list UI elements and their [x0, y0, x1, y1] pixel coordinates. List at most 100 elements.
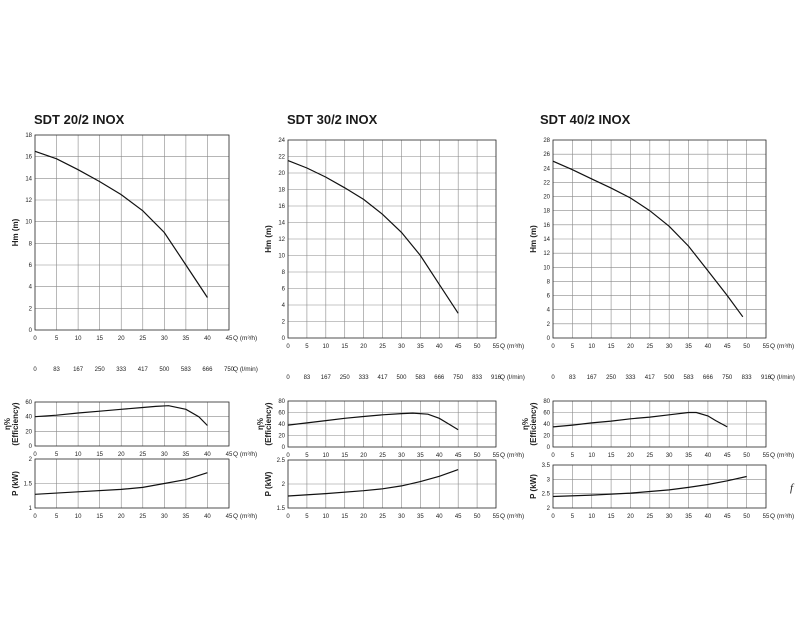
head-curve — [552, 160, 744, 318]
plot-frame — [552, 464, 767, 509]
x-tick-label: 30 — [398, 453, 405, 459]
y-tick-label: 4 — [547, 308, 551, 314]
y-tick-label: 1 — [29, 506, 33, 512]
x-tick-label: 5 — [305, 514, 309, 520]
x2-tick-label: 333 — [625, 375, 636, 381]
x2-tick-label: 500 — [159, 367, 170, 373]
x-tick-label: 5 — [571, 344, 575, 350]
x-tick-label: 50 — [474, 344, 481, 350]
x-tick-label: 5 — [305, 453, 309, 459]
x-tick-label: 35 — [417, 514, 424, 520]
y-tick-label: 24 — [543, 166, 550, 172]
x-tick-label: 0 — [33, 514, 37, 520]
y-tick-label: 22 — [543, 180, 550, 186]
y-tick-label: 0 — [282, 336, 286, 342]
x-tick-label: 55 — [493, 514, 500, 520]
y-tick-label: 2 — [282, 320, 286, 326]
x-tick-label: 25 — [646, 514, 653, 520]
x2-tick-label: 333 — [359, 375, 370, 381]
x-tick-label: 20 — [118, 514, 125, 520]
y-axis-label: P (kW) — [529, 474, 538, 499]
head-panel: 0 2 4 6 8 10 12 14 16 18 0 5 10 15 20 25 30 35 40 45 Q (m³/h… — [11, 133, 258, 373]
x-tick-label: 50 — [743, 453, 750, 459]
x-axis-label: Q (m³/h) — [233, 513, 257, 520]
y-axis-label: P (kW) — [264, 471, 273, 496]
y-tick-label: 18 — [278, 188, 285, 194]
x-tick-label: 5 — [305, 344, 309, 350]
y-axis-label-sub: (Efficiency) — [264, 402, 273, 445]
x2-tick-label: 167 — [73, 367, 84, 373]
y-tick-label: 24 — [278, 138, 285, 144]
x-tick-label: 55 — [763, 514, 770, 520]
x-tick-label: 15 — [341, 514, 348, 520]
x-tick-label: 30 — [666, 453, 673, 459]
x-tick-label: 35 — [417, 344, 424, 350]
x-tick-label: 20 — [627, 514, 634, 520]
x-tick-label: 15 — [608, 453, 615, 459]
plot-frame — [34, 134, 230, 331]
y-tick-label: 3 — [547, 477, 551, 483]
y-tick-label: 80 — [543, 399, 550, 405]
x-tick-label: 15 — [341, 453, 348, 459]
y-tick-label: 8 — [29, 241, 33, 247]
x-tick-label: 20 — [360, 453, 367, 459]
x-tick-label: 10 — [322, 344, 329, 350]
y-tick-label: 20 — [543, 195, 550, 201]
x-tick-label: 40 — [204, 514, 211, 520]
plot-frame — [287, 139, 497, 339]
power-curve — [34, 472, 208, 495]
x2-tick-label: 666 — [434, 375, 445, 381]
y-tick-label: 2 — [29, 306, 33, 312]
x-tick-label: 40 — [204, 452, 211, 458]
x-tick-label: 5 — [571, 514, 575, 520]
power-curve — [552, 475, 747, 498]
y-tick-label: 0 — [29, 444, 33, 450]
x-tick-label: 45 — [455, 514, 462, 520]
x-axis-label: Q (m³/h) — [500, 452, 524, 459]
x-tick-label: 35 — [183, 452, 190, 458]
y-tick-label: 8 — [282, 270, 286, 276]
x-tick-label: 30 — [398, 344, 405, 350]
plot-frame — [552, 400, 767, 448]
x2-tick-label: 83 — [304, 375, 311, 381]
x-tick-label: 25 — [646, 344, 653, 350]
x-tick-label: 35 — [183, 514, 190, 520]
x2-tick-label: 583 — [415, 375, 426, 381]
y-tick-label: 12 — [25, 198, 32, 204]
y-tick-label: 14 — [278, 221, 285, 227]
x-tick-label: 15 — [341, 344, 348, 350]
x-tick-label: 5 — [571, 453, 575, 459]
x-tick-label: 45 — [226, 452, 233, 458]
x-tick-label: 25 — [139, 452, 146, 458]
y-axis-label-sub: (Efficiency) — [529, 402, 538, 445]
x-tick-label: 30 — [398, 514, 405, 520]
y-tick-label: 16 — [278, 204, 285, 210]
y-axis-label: Hm (m) — [529, 225, 538, 253]
x-axis-label: Q (m³/h) — [500, 343, 524, 350]
x-tick-label: 15 — [96, 514, 103, 520]
x2-tick-label: 916 — [491, 375, 502, 381]
x-axis-label: Q (m³/h) — [770, 513, 794, 520]
x-tick-label: 30 — [666, 514, 673, 520]
chart-title: SDT 30/2 INOX — [287, 112, 378, 127]
y-tick-label: 1.5 — [24, 482, 33, 488]
efficiency-curve — [552, 411, 728, 428]
y-tick-label: 18 — [25, 133, 32, 139]
x-tick-label: 50 — [743, 514, 750, 520]
y-tick-label: 12 — [543, 251, 550, 257]
x2-tick-label: 417 — [378, 375, 389, 381]
plot-frame — [287, 459, 497, 509]
x-tick-label: 10 — [75, 452, 82, 458]
y-axis-label: η% — [521, 418, 530, 430]
x2-tick-label: 833 — [742, 375, 753, 381]
y-tick-label: 2 — [282, 482, 286, 488]
y-tick-label: 3.5 — [542, 463, 551, 469]
y-axis-label: η% — [256, 418, 265, 430]
x-tick-label: 10 — [588, 344, 595, 350]
x-tick-label: 35 — [685, 514, 692, 520]
y-tick-label: 60 — [543, 411, 550, 417]
x-tick-label: 10 — [75, 336, 82, 342]
y-tick-label: 20 — [25, 429, 32, 435]
